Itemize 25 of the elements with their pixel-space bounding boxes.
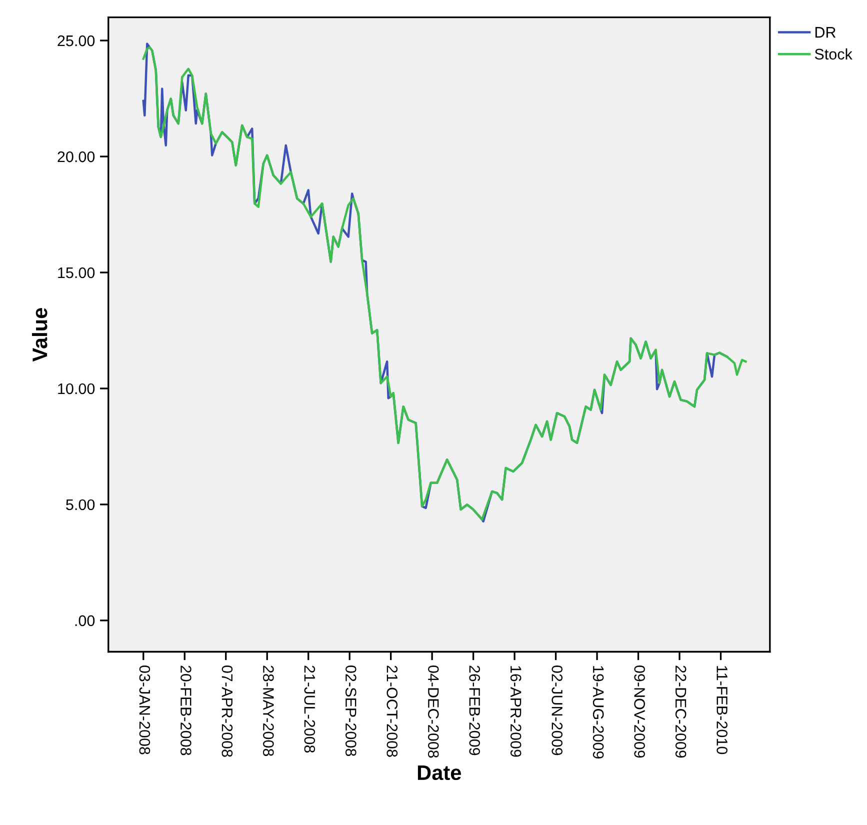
x-tick-label: 02-SEP-2008: [345, 666, 356, 756]
x-tick-label: 22-DEC-2009: [675, 666, 686, 758]
y-tick-label: .00: [75, 615, 95, 626]
y-tick-label: 10.00: [58, 383, 95, 394]
x-tick-label: 16-APR-2009: [510, 666, 522, 757]
x-tick-label: 02-JUN-2009: [552, 666, 563, 756]
legend-label: Stock: [814, 48, 852, 60]
x-tick-label: 04-DEC-2008: [428, 666, 439, 758]
y-tick-label: 15.00: [58, 267, 95, 278]
x-tick-label: 19-AUG-2009: [592, 666, 604, 758]
x-tick-label: 21-OCT-2008: [386, 666, 398, 757]
x-tick-label: 21-JUL-2008: [304, 666, 316, 753]
y-axis-title: Value: [32, 308, 48, 362]
x-tick-label: 09-NOV-2009: [634, 666, 645, 758]
x-tick-label: 11-FEB-2010: [716, 666, 728, 754]
y-tick-label: 20.00: [58, 151, 95, 162]
x-tick-label: 03-JAN-2008: [139, 666, 150, 754]
x-tick-label: 26-FEB-2009: [469, 666, 480, 756]
x-tick-label: 28-MAY-2008: [263, 666, 274, 756]
legend-label: DR: [815, 27, 836, 38]
x-tick-label: 07-APR-2008: [222, 666, 233, 757]
x-tick-label: 20-FEB-2008: [180, 666, 192, 756]
y-tick-label: 25.00: [58, 35, 95, 46]
y-tick-label: 5.00: [66, 499, 95, 510]
x-axis-title: Date: [418, 766, 462, 780]
